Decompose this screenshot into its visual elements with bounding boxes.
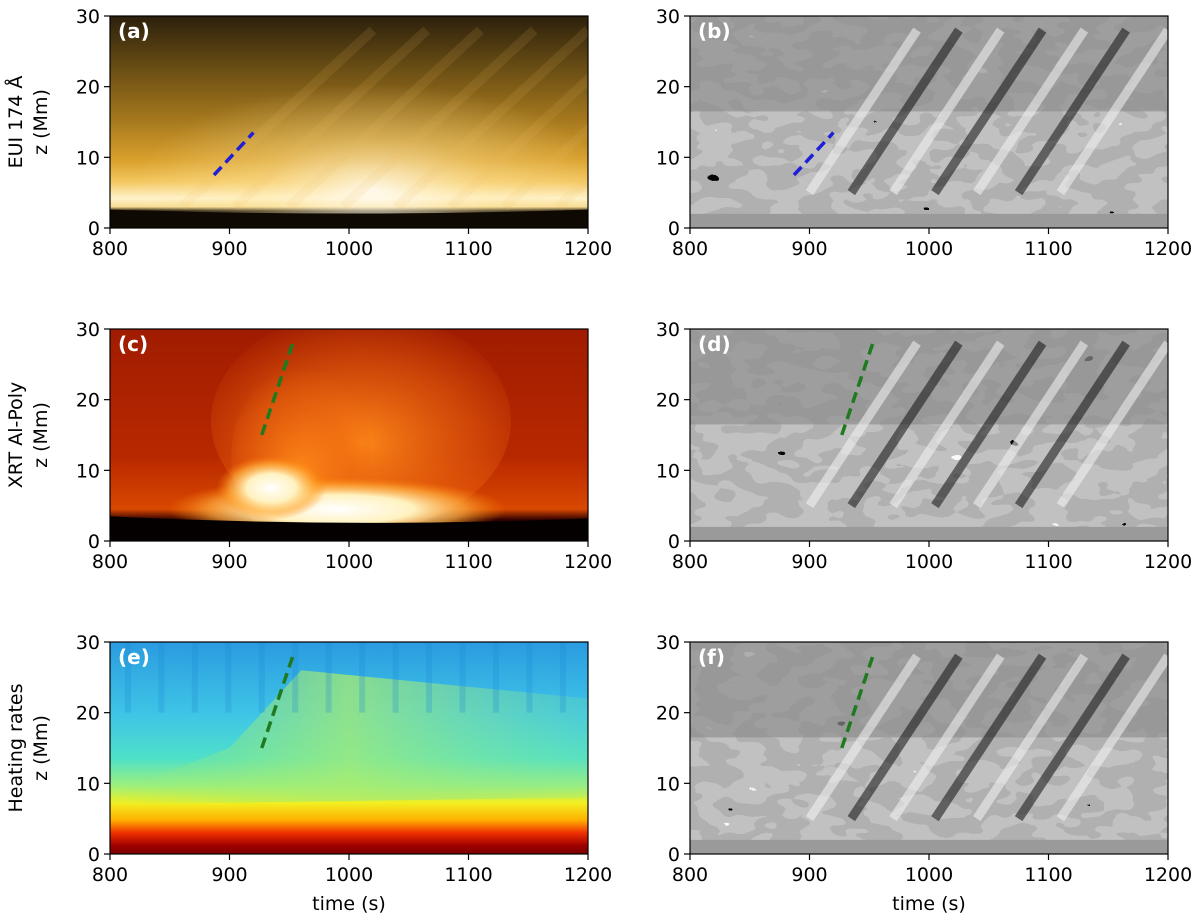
y-tick-label-b-0: 0 [668,218,680,240]
x-tick-label-b-1000: 1000 [905,238,953,260]
y-axis-label-e: z (Mm) [30,715,52,781]
x-tick-label-d-1000: 1000 [905,551,953,573]
y-tick-label-d-10: 10 [656,460,680,482]
x-tick-label-e-1000: 1000 [325,864,373,886]
x-tick-label-c-1200: 1200 [564,551,612,573]
x-tick-label-b-1200: 1200 [1144,238,1192,260]
y-tick-label-c-0: 0 [88,531,100,553]
y-axis-label-c: z (Mm) [30,402,52,468]
y-tick-label-c-10: 10 [76,460,100,482]
y-tick-label-c-20: 20 [76,390,100,412]
y-tick-label-d-30: 30 [656,319,680,341]
x-tick-label-c-1000: 1000 [325,551,373,573]
heatmap-a [110,16,588,228]
y-tick-label-b-20: 20 [656,77,680,99]
y-tick-label-f-20: 20 [656,703,680,725]
y-tick-label-e-20: 20 [76,703,100,725]
x-tick-label-a-1100: 1100 [444,238,492,260]
x-tick-label-e-800: 800 [92,864,128,886]
y-tick-label-f-0: 0 [668,844,680,866]
y-tick-label-b-30: 30 [656,6,680,28]
y-tick-label-e-10: 10 [76,773,100,795]
y-tick-label-f-30: 30 [656,632,680,654]
y-tick-label-a-20: 20 [76,77,100,99]
x-axis-label-f: time (s) [892,893,966,915]
annotation-line-a-0 [212,131,255,177]
x-tick-label-f-900: 900 [791,864,827,886]
panel-d: (d) 800 900 1000 1100 1200 0 10 20 30 [656,319,1192,573]
x-tick-label-f-1100: 1100 [1024,864,1072,886]
panel-e: (e) 800 900 1000 1100 1200 0 10 20 30 time (s) Heat… [5,632,612,915]
panel-b: (b) 800 900 1000 1100 1200 0 10 20 30 [656,6,1192,260]
heatmap-f [690,642,1168,854]
x-tick-label-c-800: 800 [92,551,128,573]
y-tick-label-d-20: 20 [656,390,680,412]
panel-label-f: (f) [698,645,725,669]
heatmap-b [690,16,1168,228]
panel-label-d: (d) [698,332,731,356]
panel-label-e: (e) [118,645,150,669]
x-tick-label-d-1100: 1100 [1024,551,1072,573]
x-tick-label-c-1100: 1100 [444,551,492,573]
panel-c: (c) 800 900 1000 1100 1200 0 10 20 30 XRT Al-Poly z… [5,319,612,573]
x-tick-label-b-1100: 1100 [1024,238,1072,260]
x-tick-label-e-1100: 1100 [444,864,492,886]
y-axis-label-a: z (Mm) [30,89,52,155]
x-tick-label-f-1200: 1200 [1144,864,1192,886]
x-tick-label-d-1200: 1200 [1144,551,1192,573]
heatmap-d [690,329,1168,541]
panel-label-a: (a) [118,19,150,43]
panel-label-b: (b) [698,19,731,43]
panel-label-c: (c) [118,332,148,356]
x-tick-label-a-1000: 1000 [325,238,373,260]
x-tick-label-e-1200: 1200 [564,864,612,886]
x-tick-label-f-1000: 1000 [905,864,953,886]
x-tick-label-d-800: 800 [672,551,708,573]
x-tick-label-a-900: 900 [211,238,247,260]
y-tick-label-a-30: 30 [76,6,100,28]
y-tick-label-d-0: 0 [668,531,680,553]
y-tick-label-a-10: 10 [76,147,100,169]
x-tick-label-a-1200: 1200 [564,238,612,260]
annotation-line-b-0 [792,131,835,177]
x-tick-label-b-900: 900 [791,238,827,260]
x-tick-label-f-800: 800 [672,864,708,886]
x-axis-label-e: time (s) [312,893,386,915]
x-tick-label-e-900: 900 [211,864,247,886]
row-label-a: EUI 174 Å [4,76,27,169]
x-tick-label-a-800: 800 [92,238,128,260]
x-tick-label-d-900: 900 [791,551,827,573]
heatmap-c [110,329,588,541]
y-tick-label-b-10: 10 [656,147,680,169]
panel-f: (f) 800 900 1000 1100 1200 0 10 20 30 time (s) [656,632,1192,915]
x-tick-label-c-900: 900 [211,551,247,573]
y-tick-label-e-0: 0 [88,844,100,866]
heatmap-e [110,642,588,854]
y-tick-label-c-30: 30 [76,319,100,341]
y-tick-label-a-0: 0 [88,218,100,240]
row-label-c: XRT Al-Poly [5,382,27,489]
row-label-e: Heating rates [5,684,27,813]
y-tick-label-e-30: 30 [76,632,100,654]
x-tick-label-b-800: 800 [672,238,708,260]
y-tick-label-f-10: 10 [656,773,680,795]
